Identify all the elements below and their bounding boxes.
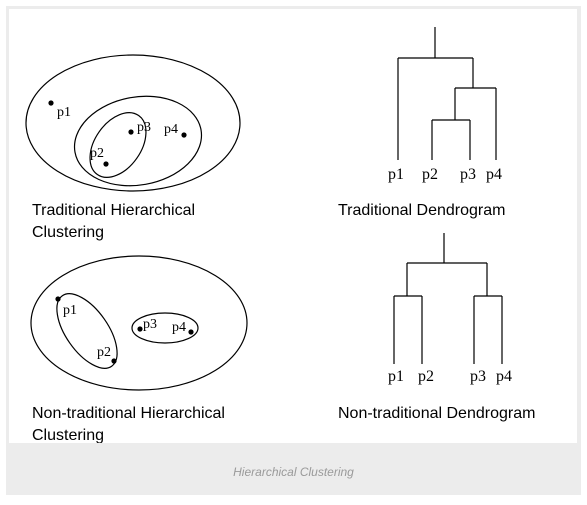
inner-cluster-ellipse [89,112,147,178]
point-p1-label: p1 [57,105,71,120]
nontraditional-points [55,296,194,364]
point-p2-dot [103,161,109,167]
dendro2-leaf-p1: p1 [388,368,404,385]
point-p4-label: p4 [172,320,186,335]
dendro1-leaf-p3: p3 [460,166,476,183]
nontraditional-clustering-caption-line1: Non-traditional Hierarchical [32,405,225,422]
traditional-clustering [25,54,241,192]
dendro2-leaf-p3: p3 [470,368,486,385]
figure-area: p1 p3 p4 p2 Traditional Hierarchical Clu… [9,9,577,443]
point-p1-dot [55,296,61,302]
outer-cluster-ellipse [25,54,241,192]
point-p1-label: p1 [63,303,77,318]
middle-cluster-ellipse [73,95,203,187]
dendro1-leaf-p4: p4 [486,166,502,183]
point-p1-dot [48,100,54,106]
dendro1-leaf-p1: p1 [388,166,404,183]
point-p2-label: p2 [90,146,104,161]
point-p2-label: p2 [97,345,111,360]
point-p3-label: p3 [143,317,157,332]
point-p4-dot [188,329,194,335]
traditional-clustering-caption-line2: Clustering [32,224,104,241]
clustering-diagram: p1 p3 p4 p2 Traditional Hierarchical Clu… [25,27,535,443]
dendro2-leaf-p4: p4 [496,368,512,385]
traditional-clustering-caption-line1: Traditional Hierarchical [32,202,195,219]
nontraditional-dendrogram [393,233,503,364]
traditional-dendrogram [397,27,497,160]
nontraditional-clustering [30,255,248,391]
point-p3-dot [128,129,134,135]
point-p3-dot [137,326,143,332]
figure-caption: Hierarchical Clustering [233,465,354,479]
point-p4-label: p4 [164,122,178,137]
point-p3-label: p3 [137,120,151,135]
left-cluster-ellipse [56,293,118,369]
point-p2-dot [111,358,117,364]
right-cluster-ellipse [131,312,199,344]
dendro2-leaf-p2: p2 [418,368,434,385]
nontraditional-clustering-caption-line2: Clustering [32,427,104,443]
traditional-dendrogram-caption: Traditional Dendrogram [338,202,505,219]
dendro1-leaf-p2: p2 [422,166,438,183]
point-p4-dot [181,132,187,138]
nontraditional-dendrogram-caption: Non-traditional Dendrogram [338,405,535,422]
outer-cluster-ellipse [30,255,248,391]
traditional-points [48,100,187,167]
